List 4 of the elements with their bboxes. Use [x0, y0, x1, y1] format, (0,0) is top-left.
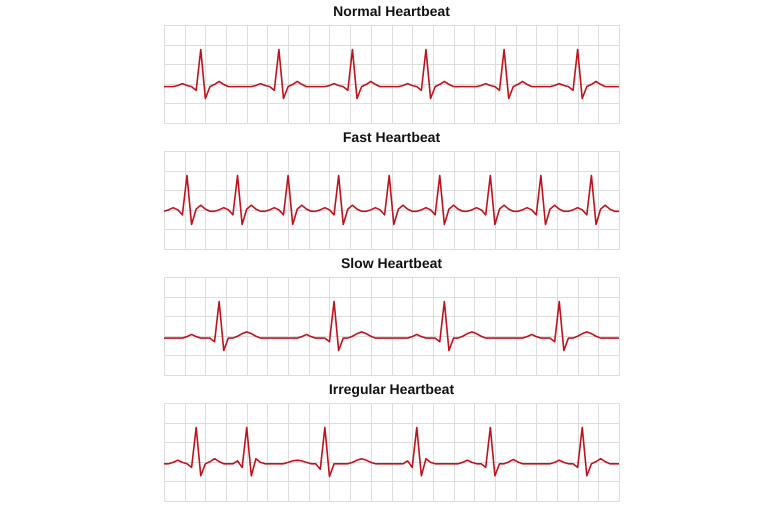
chart-title: Slow Heartbeat — [340, 255, 442, 271]
chart-title: Irregular Heartbeat — [328, 381, 454, 397]
chart-title: Normal Heartbeat — [333, 3, 450, 19]
chart-title: Fast Heartbeat — [342, 129, 440, 145]
